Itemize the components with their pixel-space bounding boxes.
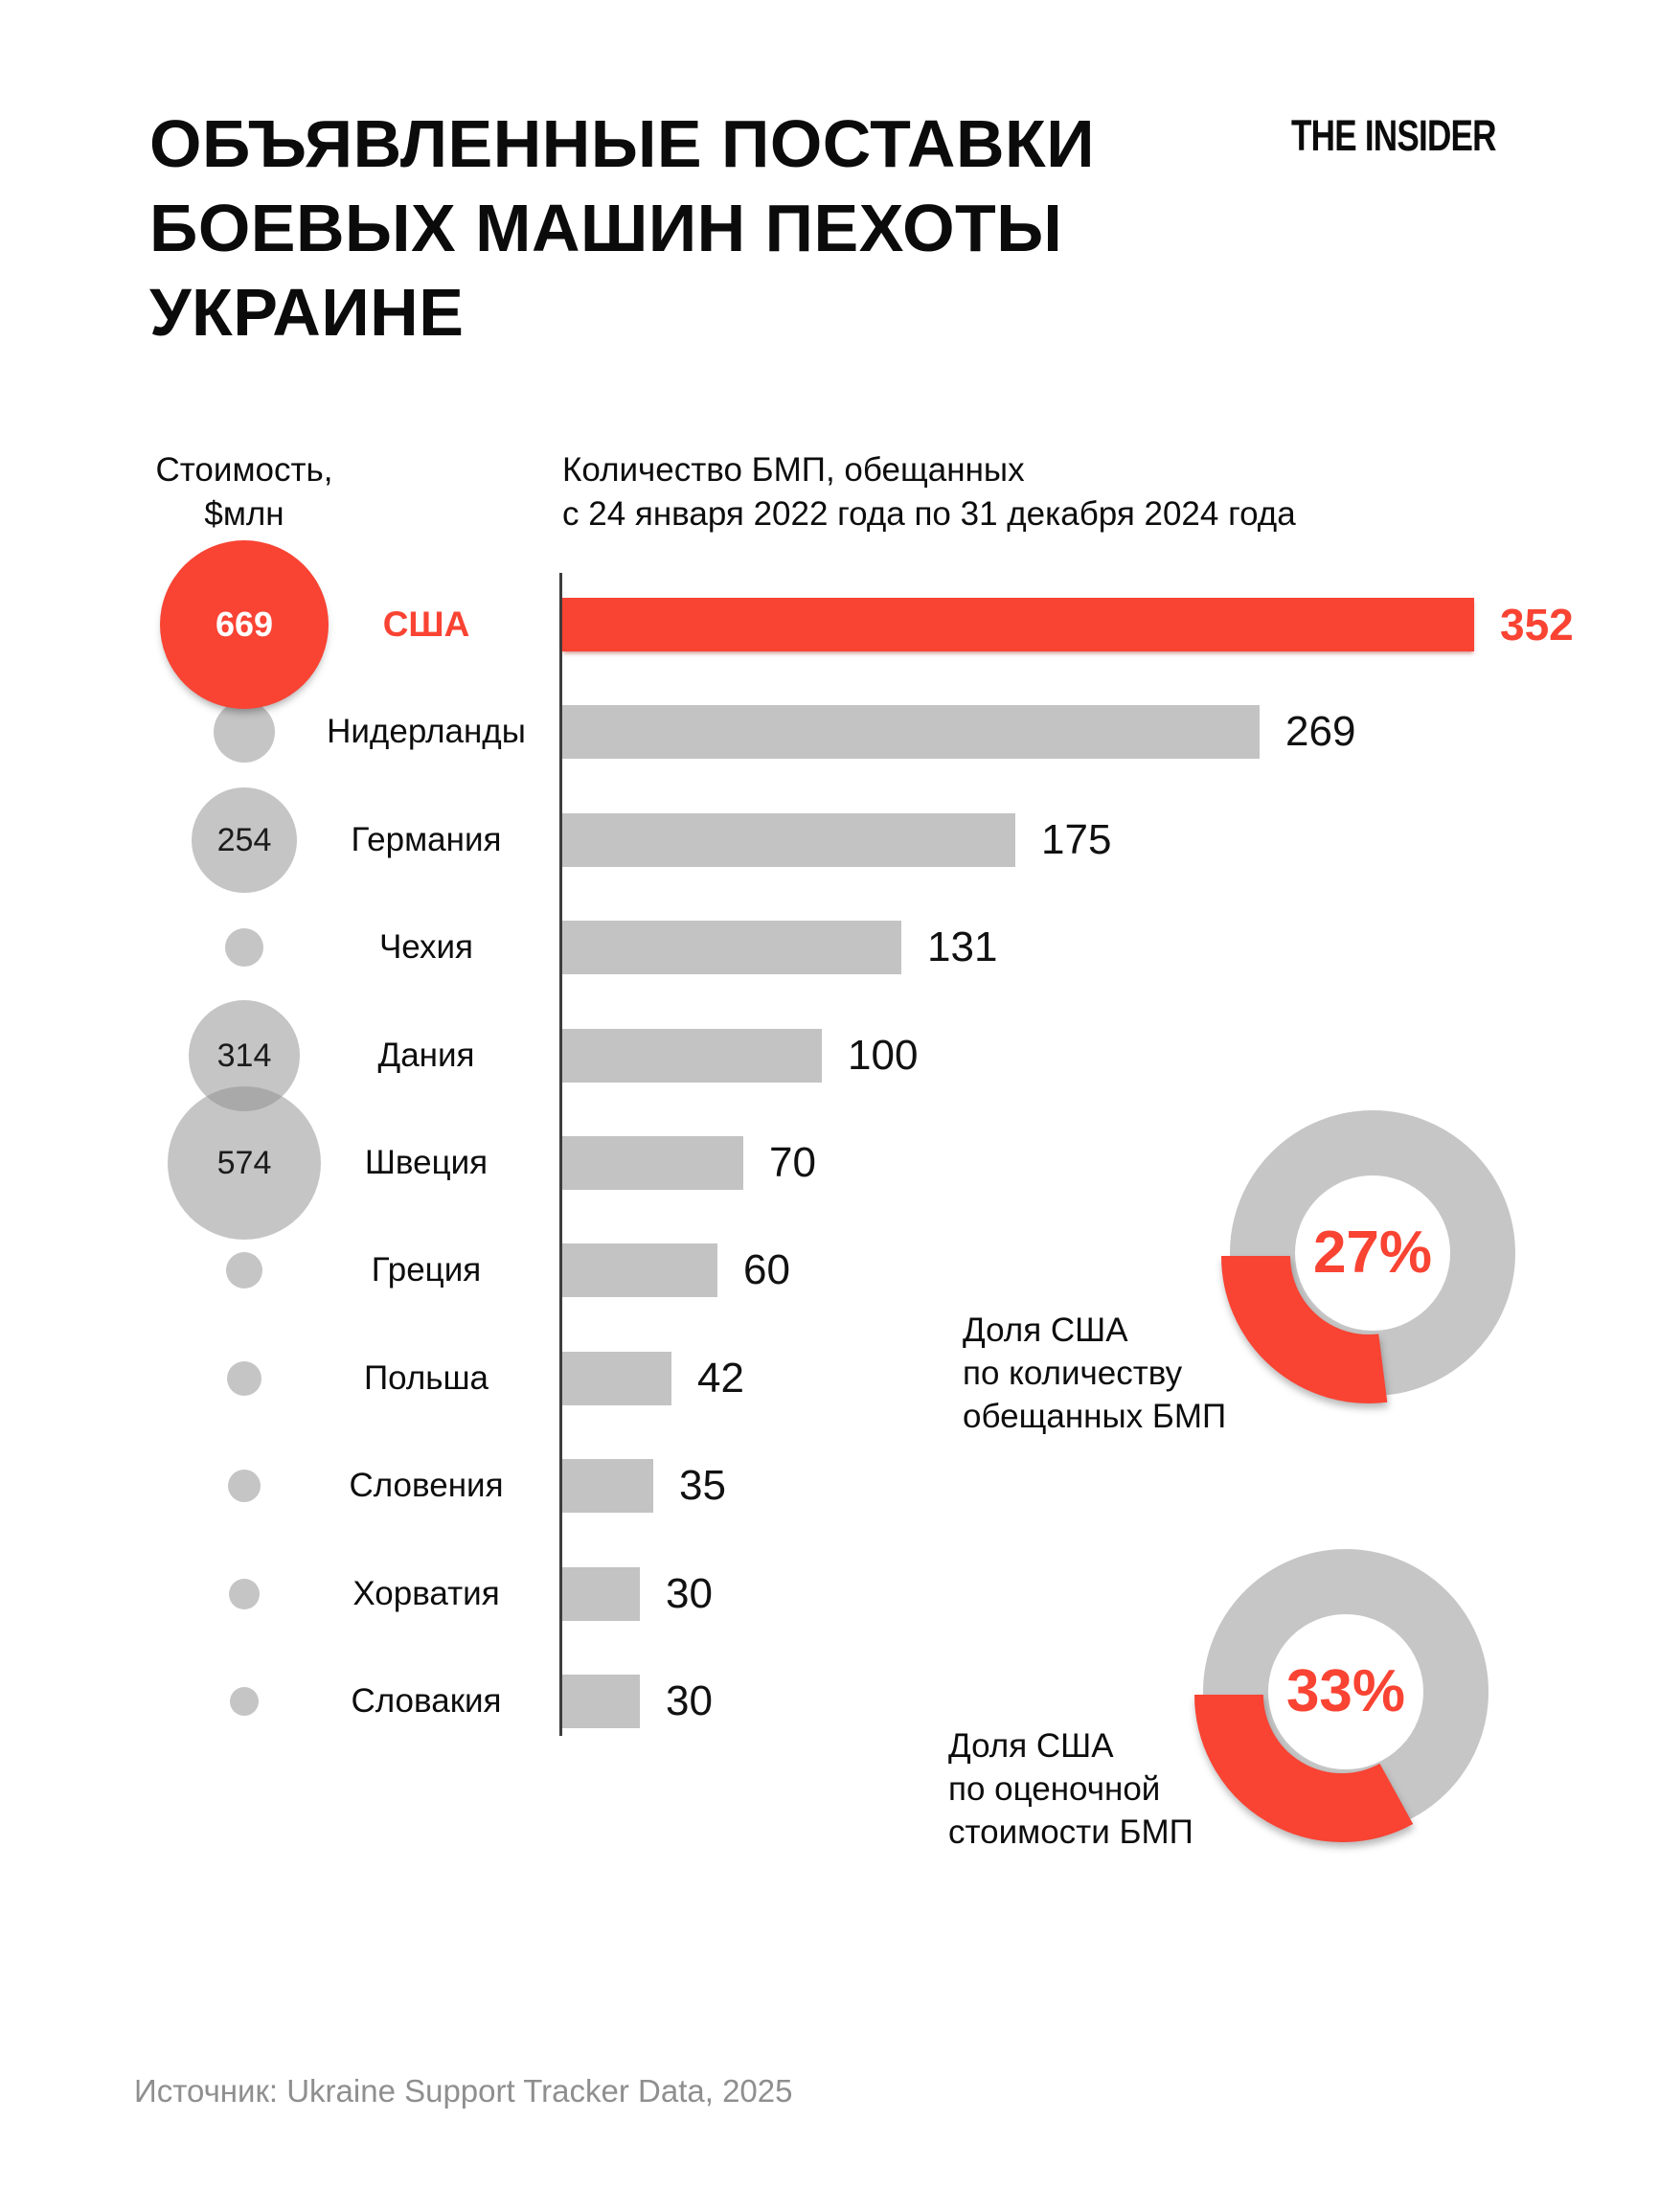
qty-value-label: 269 [1285, 708, 1356, 755]
donut-caption-quantity: Доля США по количеству обещанных БМП [963, 1311, 1227, 1435]
qty-value-label: 100 [848, 1032, 919, 1079]
qty-value-label: 30 [666, 1677, 713, 1724]
source-note: Источник: Ukraine Support Tracker Data, … [134, 2073, 793, 2109]
axis-line [559, 573, 562, 1736]
qty-bar [562, 1136, 743, 1190]
cost-bubble [229, 1579, 260, 1609]
qty-value-label: 30 [666, 1570, 713, 1617]
qty-bar [562, 598, 1474, 651]
cost-bubble [227, 1361, 261, 1396]
qty-bar [562, 1243, 717, 1297]
donut-caption-cost: Доля США по оценочной стоимости БМП [948, 1727, 1193, 1851]
cost-bubble [228, 1470, 261, 1502]
country-label: Хорватия [352, 1575, 500, 1612]
qty-bar [562, 921, 901, 974]
qty-bar [562, 1459, 653, 1513]
qty-bar [562, 1675, 640, 1728]
country-label: Греция [371, 1251, 482, 1288]
country-label: США [382, 604, 470, 644]
the-insider-logo: THE INSIDER [1291, 111, 1497, 160]
cost-bubble: 254 [192, 787, 297, 893]
qty-value-label: 70 [769, 1139, 816, 1186]
country-label: Словакия [351, 1682, 502, 1720]
qty-value-label: 60 [743, 1246, 790, 1293]
qty-bar [562, 1567, 640, 1621]
country-label: Чехия [378, 928, 474, 966]
donut-red-slice [1194, 1693, 1414, 1842]
page-title: ОБЪЯВЛЕННЫЕ ПОСТАВКИ БОЕВЫХ МАШИН ПЕХОТЫ… [149, 106, 1096, 350]
cost-bubble [226, 1252, 262, 1288]
donut-chart-us-share-cost: 33% [1183, 1529, 1509, 1855]
country-label: Словения [349, 1467, 504, 1504]
country-label: Германия [351, 821, 502, 858]
donut-ring [1194, 1549, 1489, 1842]
donut-percent-label: 33% [1285, 1658, 1406, 1724]
cost-bubble-value: 314 [216, 1037, 272, 1074]
cost-bubble: 669 [160, 540, 329, 709]
country-label: Нидерланды [327, 713, 526, 750]
donut-chart-us-share-quantity: 27% [1210, 1090, 1535, 1416]
country-label: Швеция [364, 1144, 489, 1181]
qty-bar [562, 813, 1015, 867]
cost-bubble [225, 928, 263, 967]
cost-bubble [230, 1687, 259, 1716]
cost-bubble-value: 254 [216, 821, 272, 858]
cost-bubble [214, 701, 275, 763]
qty-value-label: 42 [697, 1355, 744, 1402]
donut-percent-label: 27% [1312, 1220, 1433, 1286]
cost-bubble-value: 574 [216, 1144, 272, 1181]
qty-value-label: 175 [1041, 816, 1112, 863]
qty-bar [562, 1352, 671, 1405]
qty-value-label: 131 [927, 924, 998, 970]
country-label: Дания [377, 1037, 475, 1074]
cost-column-header: Стоимость, $млн [155, 451, 333, 533]
country-label: Польша [363, 1359, 489, 1397]
qty-bar [562, 1029, 822, 1083]
qty-column-header: Количество БМП, обещанных с 24 января 20… [562, 451, 1296, 533]
cost-bubble-value: 669 [215, 604, 274, 644]
qty-value-label: 35 [679, 1462, 726, 1509]
qty-bar [562, 705, 1260, 759]
donut-ring [1221, 1110, 1515, 1403]
qty-value-label: 352 [1500, 600, 1574, 650]
donut-red-slice [1221, 1254, 1388, 1403]
cost-bubble: 574 [168, 1086, 321, 1240]
